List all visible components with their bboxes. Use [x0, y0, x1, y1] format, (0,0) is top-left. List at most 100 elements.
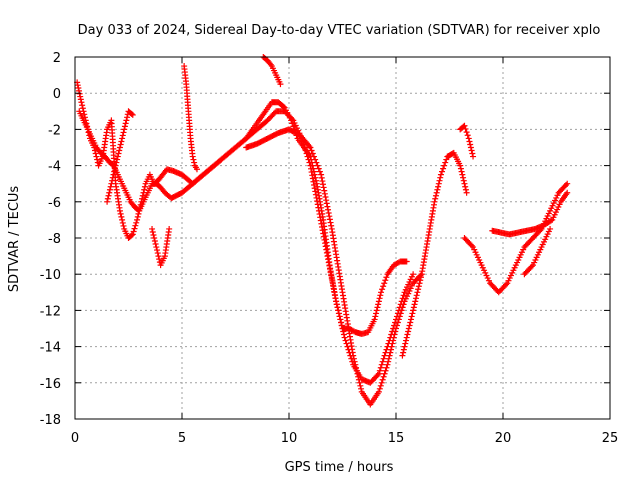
data-point — [309, 172, 316, 179]
data-point — [383, 364, 390, 371]
data-point — [333, 301, 340, 308]
data-point — [323, 249, 330, 256]
data-point — [399, 352, 406, 359]
y-tick-label: -4 — [48, 160, 61, 175]
data-point — [153, 244, 160, 251]
data-point — [311, 181, 318, 188]
data-point — [353, 367, 360, 374]
data-point — [402, 337, 409, 344]
y-ticks: 2 0 -2 -4 -6 -8 -10 -12 -14 -16 -18 — [40, 51, 610, 428]
data-point — [401, 343, 408, 350]
data-point — [321, 190, 328, 197]
data-point — [305, 156, 312, 163]
data-point — [315, 204, 322, 211]
data-point — [399, 304, 406, 311]
data-point — [459, 171, 466, 178]
data-point — [150, 231, 157, 238]
data-point — [326, 262, 333, 269]
data-point — [315, 165, 322, 172]
data-point — [335, 310, 342, 317]
data-point — [417, 274, 424, 281]
data-point — [104, 195, 111, 202]
data-point — [380, 355, 387, 362]
x-tick-label: 0 — [71, 431, 79, 446]
data-point — [564, 180, 571, 187]
data-point — [343, 340, 350, 347]
data-point — [432, 195, 439, 202]
x-tick-label: 10 — [281, 431, 298, 446]
data-point — [315, 207, 322, 214]
data-point — [93, 153, 100, 160]
data-point — [410, 271, 417, 278]
data-point — [114, 153, 121, 160]
data-point — [314, 201, 321, 208]
data-point — [109, 174, 116, 181]
data-point — [457, 165, 464, 172]
x-ticks: 0 5 10 15 20 25 — [71, 57, 618, 446]
data-point — [400, 346, 407, 353]
data-point — [149, 225, 156, 232]
data-point — [335, 307, 342, 314]
data-point — [334, 304, 341, 311]
y-tick-label: 2 — [53, 51, 61, 66]
data-point — [435, 183, 442, 190]
data-point — [381, 370, 388, 377]
data-point — [336, 313, 343, 320]
data-point — [149, 228, 156, 235]
data-point — [470, 153, 477, 160]
data-point — [457, 162, 464, 169]
data-point — [406, 322, 413, 329]
data-point — [131, 225, 138, 232]
data-point — [467, 141, 474, 148]
data-point — [409, 310, 416, 317]
x-tick-label: 25 — [602, 431, 619, 446]
data-point — [152, 241, 159, 248]
data-point — [378, 361, 385, 368]
data-point — [338, 322, 345, 329]
data-point — [435, 180, 442, 187]
data-point — [391, 331, 398, 338]
data-point — [94, 156, 101, 163]
series-track-g — [489, 189, 571, 238]
data-point — [358, 385, 365, 392]
data-point — [547, 225, 554, 232]
data-point — [432, 192, 439, 199]
data-point — [412, 295, 419, 302]
data-point — [308, 147, 315, 154]
data-point — [405, 325, 412, 332]
data-point — [119, 216, 126, 223]
data-point — [403, 334, 410, 341]
data-point — [396, 313, 403, 320]
data-point — [154, 247, 161, 254]
x-tick-label: 20 — [495, 431, 512, 446]
data-point — [378, 379, 385, 386]
data-point — [106, 186, 113, 193]
data-point — [323, 200, 330, 207]
data-point — [440, 165, 447, 172]
data-point — [377, 364, 384, 371]
data-point — [338, 319, 345, 326]
series-track-i — [104, 108, 136, 205]
data-point — [118, 213, 125, 220]
data-point — [394, 319, 401, 326]
data-point — [312, 156, 319, 163]
data-point — [379, 286, 386, 293]
data-point — [408, 313, 415, 320]
data-point — [326, 266, 333, 273]
data-point — [463, 129, 470, 136]
data-point — [443, 156, 450, 163]
data-point — [75, 85, 82, 92]
data-point — [77, 96, 84, 103]
data-point — [166, 225, 173, 232]
data-point — [191, 159, 198, 166]
data-point — [374, 372, 381, 379]
data-point — [464, 132, 471, 139]
data-point — [331, 288, 338, 295]
data-point — [355, 373, 362, 380]
data-point — [306, 159, 313, 166]
series-track-l — [521, 225, 554, 278]
data-point — [354, 370, 361, 377]
data-point — [308, 169, 315, 176]
data-point — [377, 292, 384, 299]
